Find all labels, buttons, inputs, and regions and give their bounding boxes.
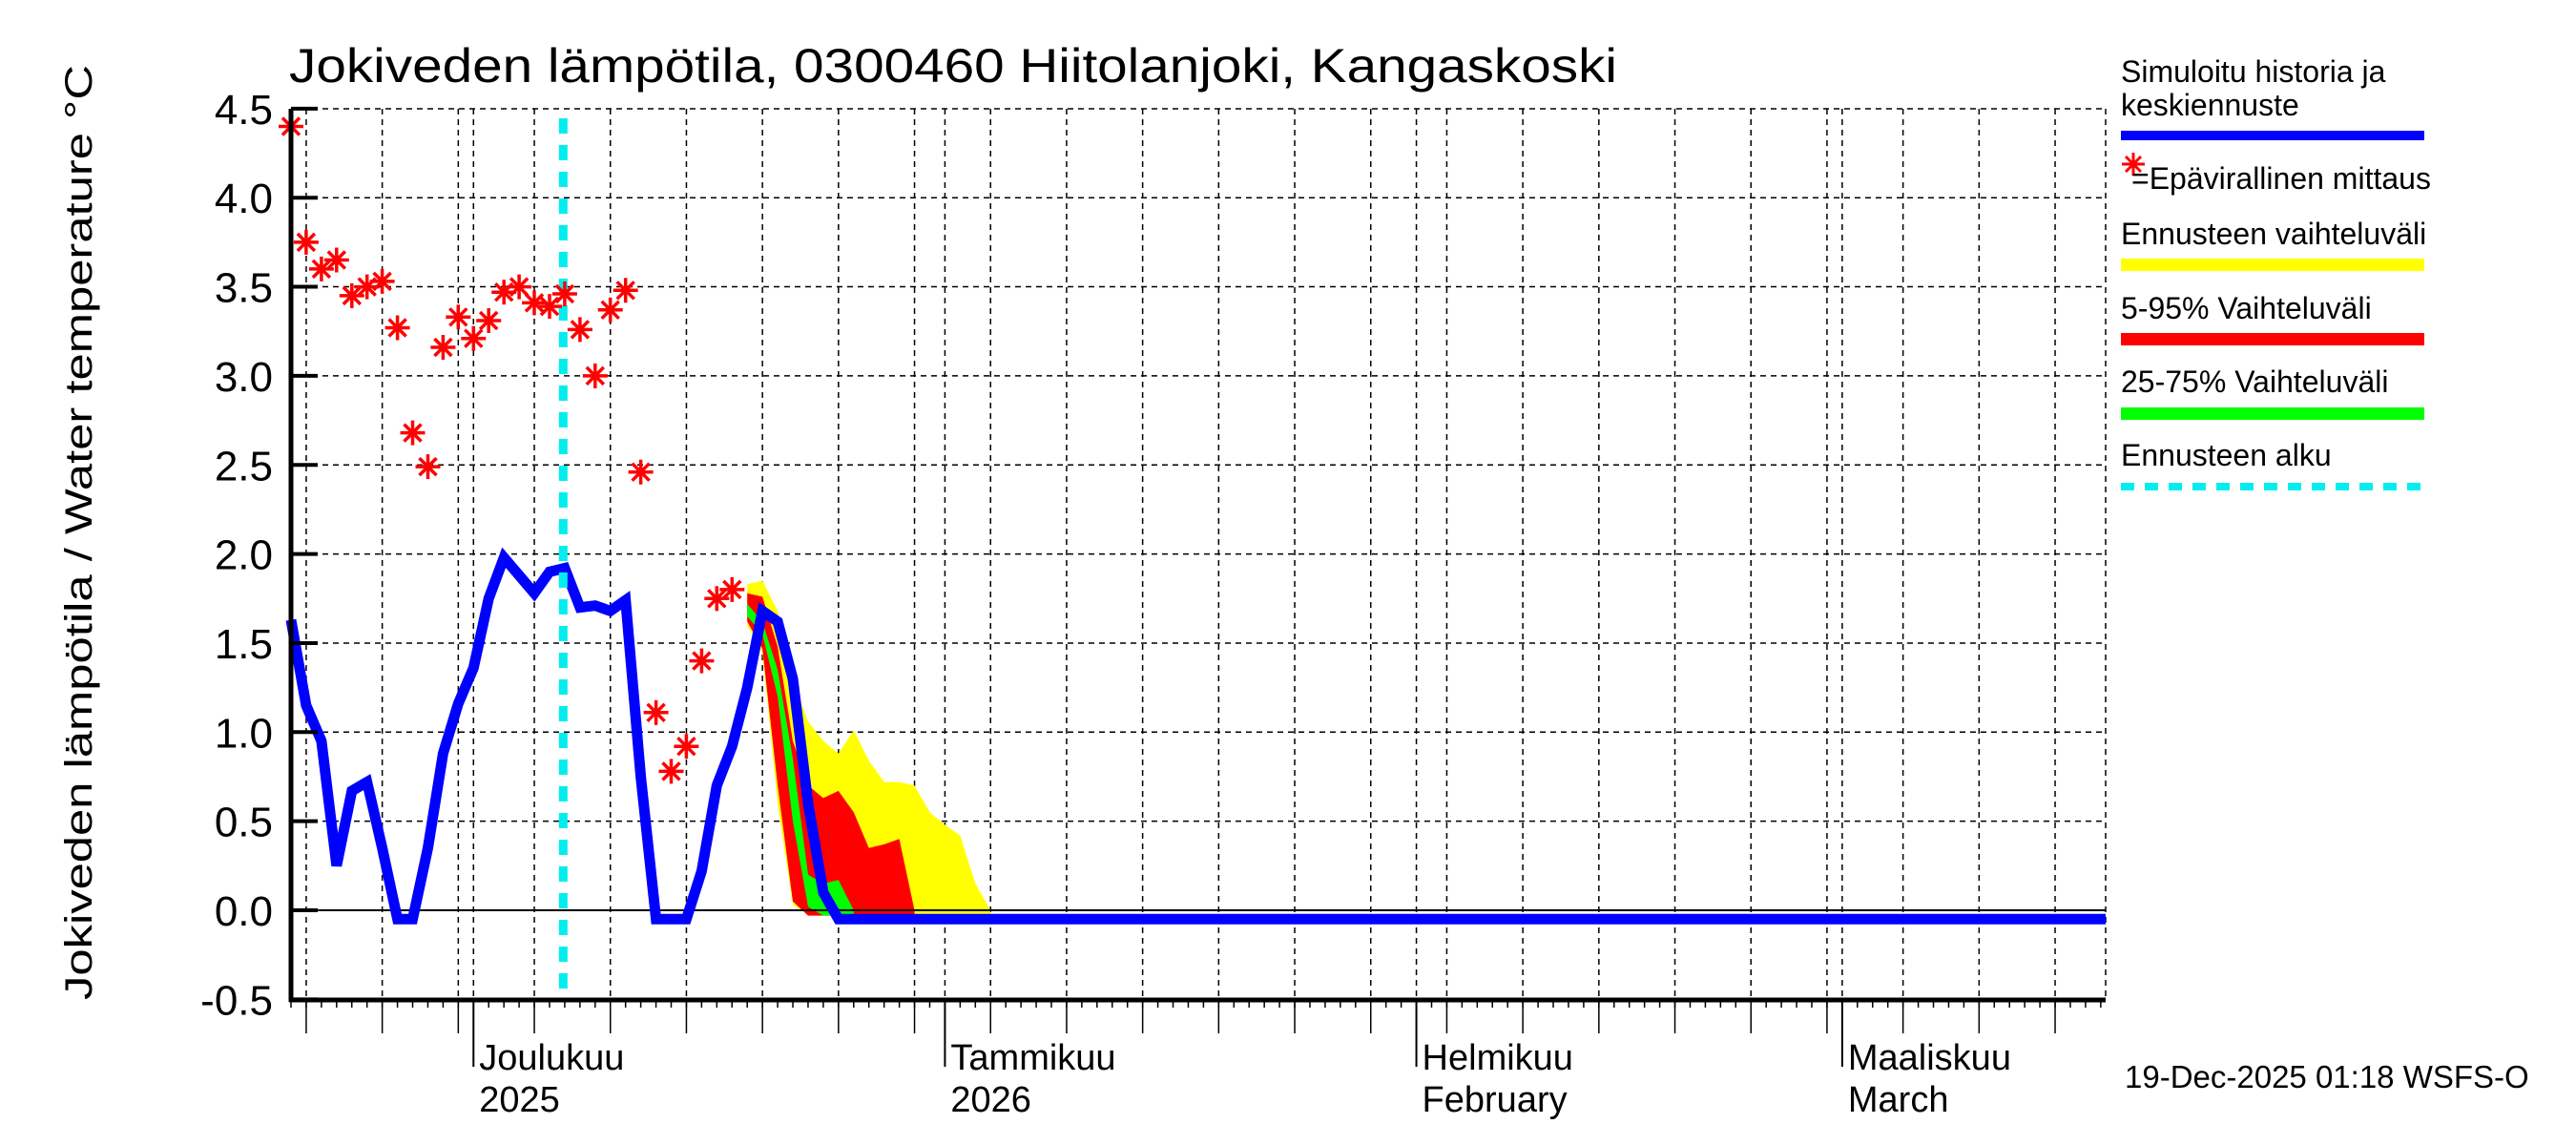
chart-title: Jokiveden lämpötila, 0300460 Hiitolanjok…	[289, 39, 1617, 93]
y-tick-label: 4.0	[215, 176, 273, 222]
asterisk-icon	[719, 576, 745, 602]
asterisk-icon	[461, 325, 487, 351]
asterisk-icon	[674, 734, 699, 760]
month-label: Maaliskuu	[1848, 1038, 2011, 1078]
asterisk-icon	[613, 278, 638, 303]
asterisk-icon	[658, 759, 684, 784]
band-5-95-vaihteluv-li	[747, 593, 915, 916]
asterisk-icon	[507, 274, 532, 300]
asterisk-icon	[400, 420, 426, 446]
asterisk-icon	[2122, 153, 2145, 176]
legend-swatch-25-75	[2121, 407, 2424, 420]
y-tick-label: 4.5	[215, 87, 273, 134]
asterisk-icon	[323, 247, 349, 273]
y-tick-label: -0.5	[200, 977, 273, 1024]
legend-label-forecast-start: Ennusteen alku	[2121, 438, 2332, 472]
grid-lines	[291, 108, 2107, 1000]
asterisk-icon	[476, 308, 502, 333]
asterisk-icon	[643, 699, 669, 725]
month-sublabel: February	[1423, 1080, 1568, 1120]
y-tick-label: 2.0	[215, 532, 273, 579]
legend-label-forecast-range: Ennusteen vaihteluväli	[2121, 217, 2426, 251]
y-tick-label: 1.5	[215, 621, 273, 668]
simulated-series-line	[285, 547, 2106, 925]
axes	[288, 106, 2106, 1033]
y-tick-labels: 4.5 4.0 3.5 3.0 2.5 2.0 1.5 1.0 0.5 0.0 -0.5	[200, 87, 273, 1024]
y-tick-label: 3.5	[215, 265, 273, 312]
month-sublabel: 2025	[479, 1080, 560, 1120]
month-label: Helmikuu	[1423, 1038, 1573, 1078]
asterisk-icon	[369, 268, 395, 294]
asterisk-icon	[537, 294, 562, 320]
asterisk-icon	[430, 335, 456, 360]
y-tick-label: 0.0	[215, 888, 273, 935]
legend-swatch-forecast-range	[2121, 259, 2424, 271]
legend-swatch-simulated	[2121, 131, 2424, 140]
simulated-line	[285, 547, 2106, 925]
asterisk-icon	[597, 297, 623, 323]
asterisk-icon	[522, 290, 547, 316]
asterisk-icon	[415, 454, 441, 480]
month-label: Joulukuu	[479, 1038, 624, 1078]
unofficial-measurements	[279, 114, 745, 784]
timestamp: 19-Dec-2025 01:18 WSFS-O	[2125, 1059, 2529, 1094]
legend: Simuloitu historia ja keskiennuste =Epäv…	[2121, 54, 2431, 490]
asterisk-icon	[384, 315, 410, 341]
legend-swatch-5-95	[2121, 333, 2424, 345]
legend-label-simulated-line2: keskiennuste	[2121, 88, 2299, 122]
band-25-75-vaihteluv-li	[747, 603, 854, 916]
legend-label-25-75: 25-75% Vaihteluväli	[2121, 364, 2388, 399]
y-tick-label: 3.0	[215, 354, 273, 401]
month-sublabel: 2026	[950, 1080, 1031, 1120]
asterisk-icon	[446, 304, 471, 330]
legend-label-simulated-line1: Simuloitu historia ja	[2121, 54, 2386, 89]
legend-label-5-95: 5-95% Vaihteluväli	[2121, 291, 2372, 325]
y-axis-label: Jokiveden lämpötila / Water temperature …	[58, 65, 100, 1000]
asterisk-icon	[293, 229, 319, 255]
month-label: Tammikuu	[950, 1038, 1115, 1078]
asterisk-icon	[689, 648, 715, 674]
asterisk-icon	[628, 459, 654, 485]
y-tick-label: 0.5	[215, 800, 273, 846]
asterisk-icon	[551, 281, 577, 306]
y-tick-label: 2.5	[215, 443, 273, 489]
legend-label-measurement: =Epävirallinen mittaus	[2131, 161, 2431, 196]
y-tick-label: 1.0	[215, 710, 273, 757]
asterisk-icon	[582, 363, 608, 388]
asterisk-icon	[567, 317, 592, 343]
month-sublabel: March	[1848, 1080, 1949, 1120]
